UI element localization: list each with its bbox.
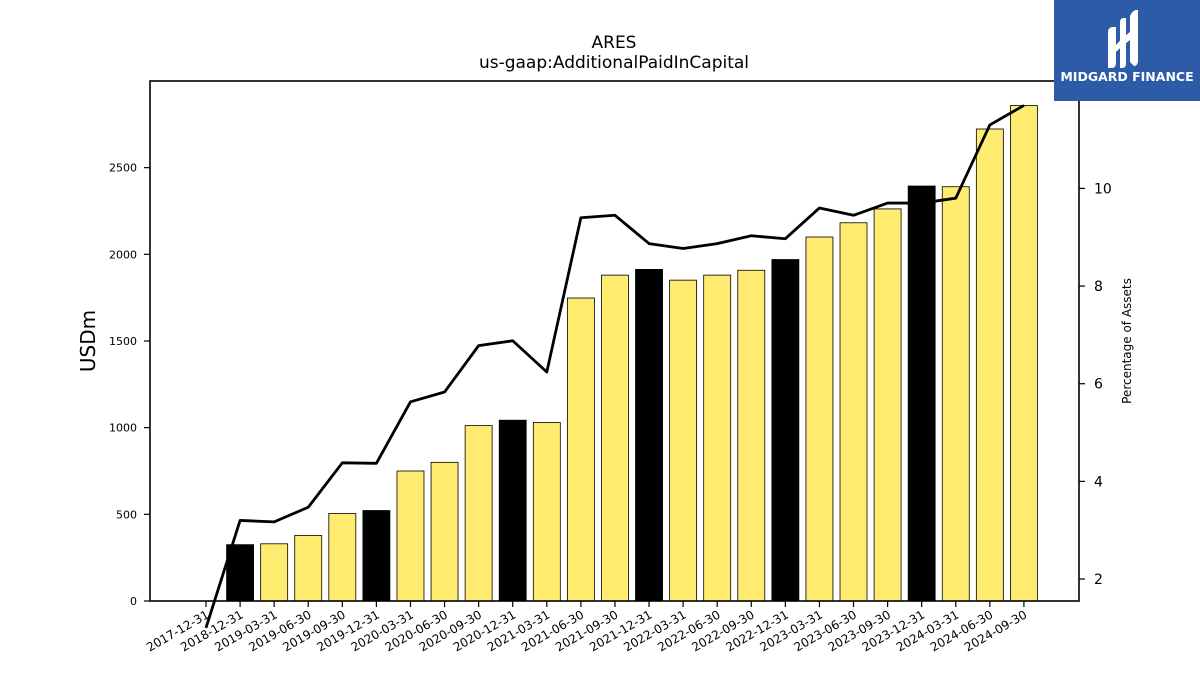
y2-axis-label: Percentage of Assets bbox=[1120, 278, 1134, 404]
bar-2022-12-31 bbox=[771, 259, 800, 602]
percentage-line bbox=[204, 104, 1025, 629]
bar-2019-09-30 bbox=[328, 513, 357, 602]
bar-2022-09-30 bbox=[737, 269, 766, 602]
bar-2020-12-31 bbox=[498, 419, 527, 602]
bar-2021-09-30 bbox=[601, 274, 629, 602]
bar-2023-03-31 bbox=[805, 236, 834, 602]
bar-2021-03-31 bbox=[532, 422, 561, 602]
bar-2023-09-30 bbox=[873, 208, 902, 602]
y2-axis: 2 4 6 8 10 bbox=[1079, 181, 1112, 588]
logo-text: MIDGARD FINANCE bbox=[1060, 69, 1193, 84]
y-tick-label: 500 bbox=[116, 508, 137, 521]
y-tick-label: 1500 bbox=[109, 335, 137, 348]
midgard-finance-logo: MIDGARD FINANCE bbox=[1054, 0, 1200, 101]
bar-2022-06-30 bbox=[703, 274, 732, 602]
bar-2021-06-30 bbox=[566, 297, 595, 602]
chart-title: ARES bbox=[592, 33, 637, 53]
bar-2019-06-30 bbox=[294, 535, 323, 602]
bar-2024-06-30 bbox=[975, 128, 1004, 602]
y2-tick-label: 2 bbox=[1094, 572, 1103, 588]
bar-2023-12-31 bbox=[907, 185, 936, 602]
bar-2024-03-31 bbox=[941, 186, 970, 602]
bar-2024-09-30 bbox=[1010, 105, 1038, 602]
y-tick-label: 0 bbox=[130, 595, 137, 608]
y-axis-label: USDm bbox=[76, 310, 100, 372]
chart-subtitle: us-gaap:AdditionalPaidInCapital bbox=[479, 53, 749, 73]
bar-2023-06-30 bbox=[839, 222, 868, 602]
y-tick-label: 2500 bbox=[109, 162, 137, 175]
y2-tick-label: 6 bbox=[1094, 377, 1103, 393]
bar-2020-06-30 bbox=[430, 461, 459, 602]
bar-2020-03-31 bbox=[396, 470, 425, 602]
bar-2022-03-31 bbox=[669, 279, 698, 602]
bar-2020-09-30 bbox=[464, 425, 493, 602]
logo-mark-icon bbox=[1108, 10, 1138, 68]
bar-2019-03-31 bbox=[260, 543, 289, 602]
x-axis: 2017-12-312018-12-312019-03-312019-06-30… bbox=[144, 601, 1029, 654]
y2-tick-label: 8 bbox=[1094, 279, 1103, 295]
bar-2019-12-31 bbox=[362, 510, 391, 602]
bar-2021-12-31 bbox=[635, 268, 663, 602]
y2-tick-label: 4 bbox=[1094, 474, 1103, 490]
y-axis: 0 500 1000 1500 2000 2500 bbox=[109, 162, 150, 608]
y-tick-label: 2000 bbox=[109, 248, 137, 261]
y-tick-label: 1000 bbox=[109, 422, 137, 435]
bars-group bbox=[226, 105, 1038, 602]
bar-2018-12-31 bbox=[226, 544, 254, 602]
y2-tick-label: 10 bbox=[1094, 181, 1112, 197]
line-group bbox=[204, 104, 1025, 629]
